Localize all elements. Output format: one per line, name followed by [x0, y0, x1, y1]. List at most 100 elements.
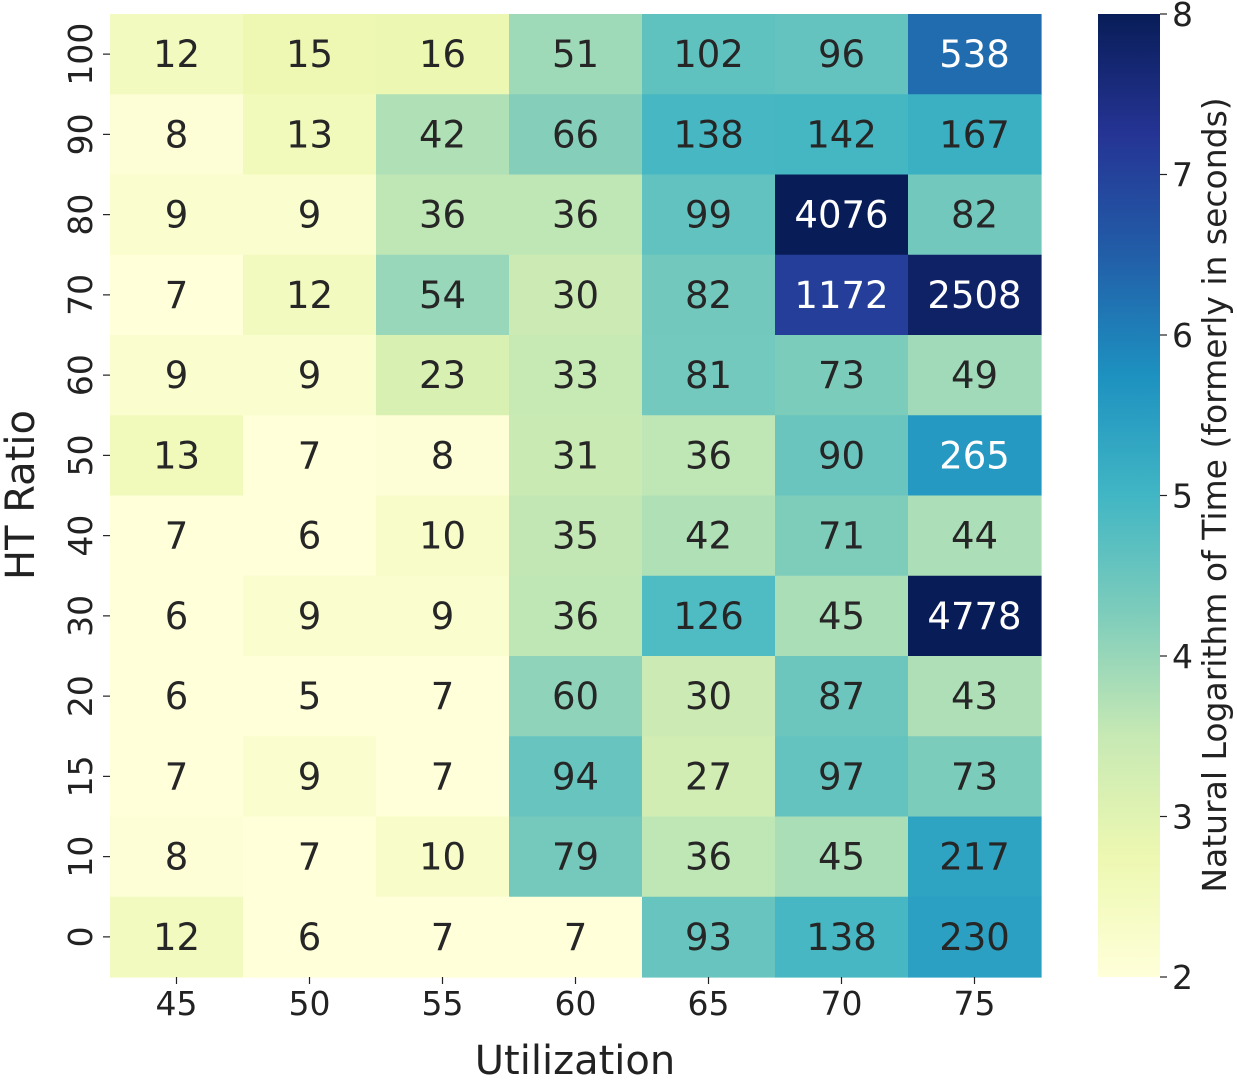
y-tick-label: 80	[61, 194, 100, 236]
heatmap-cell	[376, 254, 510, 336]
cell-value-label: 33	[552, 354, 599, 397]
y-tick-label: 50	[61, 434, 100, 476]
heatmap-cell	[110, 575, 244, 657]
heatmap-cell	[775, 575, 909, 657]
colorbar-tick-label: 3	[1172, 798, 1193, 837]
heatmap-cell	[775, 816, 909, 898]
cell-value-label: 102	[673, 33, 744, 76]
cell-value-label: 10	[419, 515, 466, 558]
cell-value-label: 90	[818, 434, 865, 477]
heatmap-cell	[642, 896, 776, 978]
heatmap-cell	[908, 656, 1042, 737]
cell-value-label: 71	[818, 515, 865, 558]
heatmap-cell	[642, 415, 776, 497]
heatmap-cell	[509, 816, 643, 898]
heatmap-cell	[509, 94, 643, 176]
heatmap-cell	[509, 575, 643, 657]
heatmap-cell	[376, 816, 510, 898]
y-tick-label: 20	[61, 675, 100, 717]
heatmap-cell	[642, 736, 776, 818]
cell-value-label: 7	[298, 836, 322, 879]
colorbar: 2 3 4 5 6 7 8 Natural Logarithm of Time (forme…	[1098, 0, 1234, 997]
cell-value-label: 9	[298, 194, 322, 237]
cell-value-label: 42	[685, 515, 732, 558]
cell-value-label: 66	[552, 113, 599, 156]
y-tick-label: 70	[61, 274, 100, 316]
heatmap-cell	[509, 495, 643, 577]
cell-value-label: 6	[298, 916, 322, 959]
cell-value-label: 538	[939, 33, 1010, 76]
cell-value-label: 7	[431, 916, 455, 959]
cell-value-label: 36	[419, 194, 466, 237]
heatmap-cell	[110, 14, 244, 95]
cell-value-label: 8	[165, 836, 189, 879]
heatmap-cell	[509, 415, 643, 497]
heatmap-cell	[110, 254, 244, 336]
y-tick-label: 40	[61, 515, 100, 557]
cell-value-label: 49	[951, 354, 998, 397]
heatmap-cell	[775, 174, 909, 256]
x-tick-label: 50	[289, 984, 331, 1023]
cell-value-label: 73	[818, 354, 865, 397]
cell-value-label: 5	[298, 675, 322, 718]
heatmap-cell	[110, 896, 244, 978]
cell-value-label: 45	[818, 595, 865, 638]
heatmap-cell	[243, 254, 377, 336]
cell-value-label: 16	[419, 33, 466, 76]
cell-value-label: 7	[431, 755, 455, 798]
heatmap-cell	[376, 335, 510, 416]
cell-value-label: 60	[552, 675, 599, 718]
heatmap-cell	[509, 656, 643, 737]
heatmap-cell	[243, 896, 377, 978]
y-tick-label: 30	[61, 595, 100, 637]
cell-value-label: 45	[818, 836, 865, 879]
heatmap-cell	[243, 94, 377, 176]
y-axis-title: HT Ratio	[0, 410, 44, 580]
heatmap-cell	[775, 896, 909, 978]
heatmap-cell	[775, 94, 909, 176]
cell-value-label: 142	[806, 113, 877, 156]
cell-value-label: 96	[818, 33, 865, 76]
heatmap-cell	[243, 415, 377, 497]
cell-value-label: 2508	[927, 274, 1021, 317]
heatmap-cell	[376, 896, 510, 978]
heatmap-cell	[110, 495, 244, 577]
colorbar-tick-label: 7	[1172, 156, 1193, 195]
heatmap-cell	[642, 816, 776, 898]
heatmap-cell	[509, 736, 643, 818]
x-axis-title: Utilization	[475, 1038, 675, 1080]
heatmap-cell	[110, 335, 244, 416]
heatmap-cell	[775, 14, 909, 95]
cell-value-label: 15	[286, 33, 333, 76]
heatmap-cell	[908, 896, 1042, 978]
cell-value-label: 31	[552, 434, 599, 477]
heatmap-cell	[642, 495, 776, 577]
heatmap-cell	[775, 656, 909, 737]
heatmap-cell	[642, 656, 776, 737]
heatmap-cell	[509, 335, 643, 416]
heatmap-cell	[110, 816, 244, 898]
heatmap-cell	[908, 495, 1042, 577]
heatmap-cell	[908, 575, 1042, 657]
cell-value-label: 87	[818, 675, 865, 718]
heatmap-cell	[642, 335, 776, 416]
heatmap-cell	[243, 335, 377, 416]
heatmap-cell	[110, 656, 244, 737]
cell-value-label: 12	[153, 33, 200, 76]
heatmap-cell	[642, 254, 776, 336]
y-tick-label: 10	[61, 836, 100, 878]
heatmap-cell	[243, 575, 377, 657]
heatmap-cell	[509, 174, 643, 256]
x-tick-label: 65	[688, 984, 730, 1023]
cell-value-label: 138	[673, 113, 744, 156]
cell-value-label: 30	[685, 675, 732, 718]
heatmap-cell	[243, 174, 377, 256]
heatmap-cell	[376, 174, 510, 256]
cell-value-label: 230	[939, 916, 1010, 959]
cell-value-label: 138	[806, 916, 877, 959]
heatmap-cell	[243, 736, 377, 818]
heatmap-cell	[908, 335, 1042, 416]
heatmap-cell	[908, 415, 1042, 497]
cell-value-label: 126	[673, 595, 744, 638]
